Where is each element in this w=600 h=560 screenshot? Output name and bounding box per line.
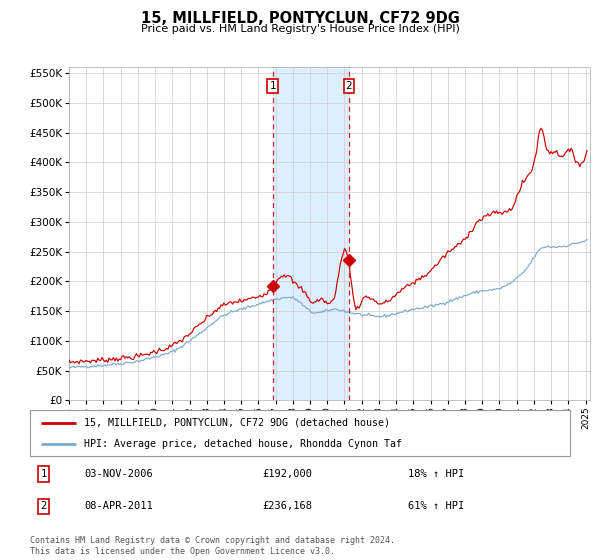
Text: Contains HM Land Registry data © Crown copyright and database right 2024.
This d: Contains HM Land Registry data © Crown c… — [30, 536, 395, 556]
Text: Price paid vs. HM Land Registry's House Price Index (HPI): Price paid vs. HM Land Registry's House … — [140, 24, 460, 34]
Text: 03-NOV-2006: 03-NOV-2006 — [84, 469, 153, 479]
Text: £236,168: £236,168 — [262, 501, 312, 511]
Text: 1: 1 — [40, 469, 47, 479]
Text: 08-APR-2011: 08-APR-2011 — [84, 501, 153, 511]
Text: 18% ↑ HPI: 18% ↑ HPI — [408, 469, 464, 479]
FancyBboxPatch shape — [30, 410, 570, 456]
Text: 1: 1 — [269, 81, 276, 91]
Text: £192,000: £192,000 — [262, 469, 312, 479]
Bar — [273, 67, 349, 400]
Text: 2: 2 — [40, 501, 47, 511]
Text: HPI: Average price, detached house, Rhondda Cynon Taf: HPI: Average price, detached house, Rhon… — [84, 439, 402, 449]
Text: 2: 2 — [346, 81, 352, 91]
Text: 61% ↑ HPI: 61% ↑ HPI — [408, 501, 464, 511]
Text: 15, MILLFIELD, PONTYCLUN, CF72 9DG (detached house): 15, MILLFIELD, PONTYCLUN, CF72 9DG (deta… — [84, 418, 390, 428]
Text: 15, MILLFIELD, PONTYCLUN, CF72 9DG: 15, MILLFIELD, PONTYCLUN, CF72 9DG — [140, 11, 460, 26]
